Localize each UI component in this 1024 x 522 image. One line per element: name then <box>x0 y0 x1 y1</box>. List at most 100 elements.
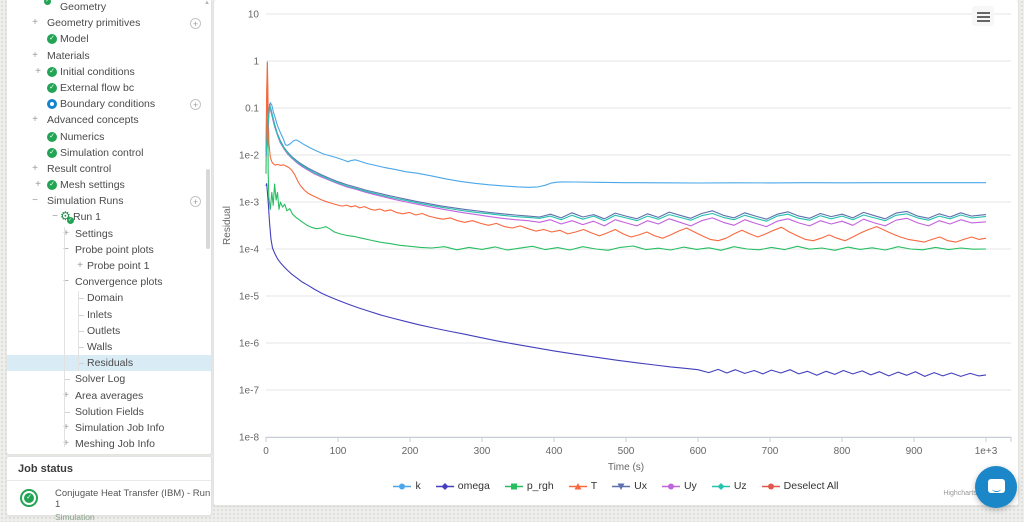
check-icon: ✓ <box>47 131 57 142</box>
boundary-condition-icon <box>47 99 57 110</box>
tree-item-probe-point-1[interactable]: + Probe point 1 <box>7 258 211 274</box>
tree-item-convergence-plots[interactable]: − Convergence plots <box>7 274 211 290</box>
tree-item-mesh-settings[interactable]: + ✓ Mesh settings <box>7 177 211 193</box>
tree-item-boundary-conditions[interactable]: Boundary conditions + <box>7 96 211 112</box>
tree-item-probe-point-plots[interactable]: − Probe point plots <box>7 242 211 258</box>
legend-marker <box>393 483 412 489</box>
legend-item-uz[interactable]: Uz <box>711 480 747 492</box>
sidebar-scrollbar-thumb[interactable] <box>206 169 210 249</box>
scroll-up-icon[interactable]: ▲ <box>204 0 210 6</box>
tree-item-simulation-job-info[interactable]: + Simulation Job Info <box>7 420 211 436</box>
add-button[interactable]: + <box>190 17 201 29</box>
tree-item-external-flow-bc[interactable]: ✓ External flow bc <box>7 80 211 96</box>
tree-item-solver-log[interactable]: Solver Log <box>7 371 211 387</box>
expander-icon[interactable]: − <box>52 211 58 223</box>
tree-item-materials[interactable]: + Materials <box>7 48 211 64</box>
tree-item-model[interactable]: ✓ Model <box>7 31 211 47</box>
check-icon: ✓ <box>47 34 57 45</box>
tree-item-area-averages[interactable]: + Area averages <box>7 388 211 404</box>
expander-icon[interactable]: + <box>32 114 38 126</box>
legend-marker <box>761 483 780 489</box>
legend-label: Uy <box>683 480 697 492</box>
legend-item-deselect-all[interactable]: Deselect All <box>761 480 839 492</box>
legend-item-k[interactable]: k <box>393 480 421 492</box>
y-axis-label: 1 <box>253 57 259 68</box>
legend-item-t[interactable]: T <box>568 480 598 492</box>
sidebar-scrollbar[interactable] <box>205 0 210 454</box>
residuals-chart-panel: 10 1 0.1 1e-2 1e-3 1e-4 1e-5 1e-6 1e-7 1e-8 0 100 20… <box>213 0 1019 506</box>
tree-item-result-control[interactable]: + Result control <box>7 161 211 177</box>
x-axis-label: 200 <box>402 446 419 457</box>
tree-item-outlets[interactable]: Outlets <box>7 323 211 339</box>
gear-icon: ⚙ <box>60 210 74 225</box>
expander-icon[interactable]: + <box>35 65 41 77</box>
y-axis-label: 1e-5 <box>239 292 259 303</box>
expander-icon[interactable]: + <box>32 17 38 29</box>
tree-item-geometry-primitives[interactable]: + Geometry primitives + <box>7 15 211 31</box>
series-p-rgh <box>265 62 987 251</box>
job-status-item[interactable]: ✓ Conjugate Heat Transfer (IBM) - Run 1 … <box>7 481 211 522</box>
legend-item-uy[interactable]: Uy <box>661 480 697 492</box>
tree-item-label: Convergence plots <box>75 276 163 289</box>
tree-item-advanced-concepts[interactable]: + Advanced concepts <box>7 112 211 128</box>
expander-icon[interactable]: + <box>32 49 38 61</box>
leaf-connector <box>64 379 70 381</box>
legend-label: Ux <box>634 480 647 492</box>
simulation-tree: Geometry + Geometry primitives + ✓ Model + Mate… <box>7 0 211 454</box>
tree-connector-line <box>64 227 65 447</box>
add-button[interactable]: + <box>190 98 201 110</box>
leaf-connector <box>78 330 84 332</box>
tree-item-run-1[interactable]: −⚙Run 1 <box>7 209 211 225</box>
add-button[interactable]: + <box>190 195 201 207</box>
tree-item-domain[interactable]: Domain <box>7 290 211 306</box>
check-icon: ✓ <box>47 66 57 77</box>
x-axis-label: 1e+3 <box>975 446 998 457</box>
legend-item-p-rgh[interactable]: p_rgh <box>504 480 554 492</box>
legend-marker <box>612 483 631 490</box>
tree-item-settings[interactable]: + Settings <box>7 226 211 242</box>
tree-item-label: Numerics <box>60 130 105 143</box>
tree-item-simulation-control[interactable]: ✓ Simulation control <box>7 145 211 161</box>
x-axis-label: 500 <box>618 446 635 457</box>
legend-label: Uz <box>733 480 747 492</box>
y-axis-label: 1e-7 <box>239 386 259 397</box>
expander-icon[interactable]: − <box>63 276 69 288</box>
tree-item-simulation-runs[interactable]: − Simulation Runs + <box>7 193 211 209</box>
legend-item-omega[interactable]: omega <box>435 480 490 492</box>
tree-item-numerics[interactable]: ✓ Numerics <box>7 129 211 145</box>
legend-item-ux[interactable]: Ux <box>612 480 647 492</box>
series-uz <box>265 104 987 222</box>
tree-item-label: Solver Log <box>75 373 126 386</box>
expander-icon[interactable]: + <box>35 179 41 191</box>
tree-item-label: Materials <box>47 49 90 62</box>
legend-marker <box>568 482 587 489</box>
tree-item-residuals[interactable]: Residuals <box>7 355 211 372</box>
tree-item-label: Model <box>60 33 89 46</box>
expander-icon[interactable]: + <box>77 260 83 271</box>
tree-item-label: Inlets <box>87 308 113 321</box>
tree-item-geometry[interactable]: Geometry <box>7 0 211 15</box>
tree-item-label: Geometry primitives <box>47 17 141 30</box>
highcharts-credit[interactable]: Highcharts.com <box>943 490 992 497</box>
y-axis-label: 1e-6 <box>239 339 259 350</box>
chat-launcher[interactable] <box>975 466 1017 508</box>
tree-item-solution-fields[interactable]: Solution Fields <box>7 404 211 420</box>
expander-icon[interactable]: + <box>63 421 69 433</box>
expander-icon[interactable]: + <box>63 227 69 239</box>
tree-item-inlets[interactable]: Inlets <box>7 307 211 323</box>
expander-icon[interactable]: + <box>32 162 38 174</box>
legend-label: T <box>590 480 598 492</box>
y-axis-label: 0.1 <box>245 104 259 115</box>
tree-item-meshing-job-info[interactable]: + Meshing Job Info <box>7 436 211 452</box>
tree-item-initial-conditions[interactable]: + ✓ Initial conditions <box>7 64 211 80</box>
x-axis-title: Time (s) <box>608 462 644 473</box>
expander-icon[interactable]: − <box>32 195 38 207</box>
y-axis-label: 1e-3 <box>239 198 259 209</box>
tree-item-walls[interactable]: Walls <box>7 339 211 355</box>
tree-item-label: Simulation Job Info <box>75 421 165 434</box>
expander-icon[interactable]: − <box>63 243 69 255</box>
chart-menu-button[interactable] <box>972 6 994 26</box>
expander-icon[interactable]: + <box>63 438 69 450</box>
legend-marker <box>711 482 730 490</box>
expander-icon[interactable]: + <box>63 389 69 401</box>
